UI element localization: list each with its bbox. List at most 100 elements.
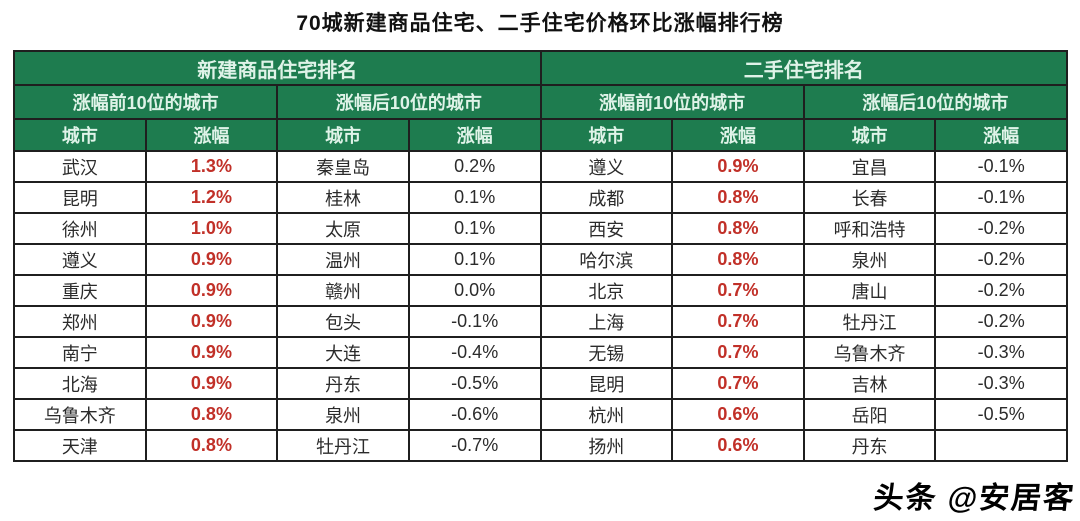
table-row: 北海 0.9% 丹东 -0.5% 昆明 0.7% 吉林 -0.3% [13, 367, 1068, 400]
column-header-change: 涨幅 [407, 118, 542, 152]
city-cell: 扬州 [539, 429, 674, 462]
change-cell: 0.9% [671, 150, 805, 183]
table-row: 南宁 0.9% 大连 -0.4% 无锡 0.7% 乌鲁木齐 -0.3% [13, 336, 1068, 369]
change-cell: 0.8% [671, 243, 805, 276]
change-cell: 0.9% [144, 367, 279, 400]
city-cell: 昆明 [539, 367, 674, 400]
change-cell: 0.9% [144, 243, 279, 276]
change-cell: 0.1% [407, 181, 542, 214]
city-cell: 西安 [539, 212, 674, 245]
change-cell: 0.8% [671, 212, 805, 245]
city-cell: 南宁 [13, 336, 147, 369]
change-cell: -0.2% [934, 212, 1068, 245]
city-cell: 杭州 [539, 398, 674, 431]
change-cell: 0.0% [407, 274, 542, 307]
subtitle-secondhand-top10: 涨幅前10位的城市 [539, 84, 805, 120]
city-cell: 武汉 [13, 150, 147, 183]
section-title-new-homes: 新建商品住宅排名 [13, 50, 542, 86]
city-cell: 遵义 [13, 243, 147, 276]
change-cell: 0.8% [671, 181, 805, 214]
subtitle-secondhand-bottom10: 涨幅后10位的城市 [802, 84, 1069, 120]
change-cell [934, 429, 1068, 462]
change-cell: 0.6% [671, 398, 805, 431]
table-row: 遵义 0.9% 温州 0.1% 哈尔滨 0.8% 泉州 -0.2% [13, 243, 1068, 276]
change-cell: -0.7% [407, 429, 542, 462]
city-cell: 牡丹江 [802, 305, 937, 338]
change-cell: -0.6% [407, 398, 542, 431]
city-cell: 赣州 [276, 274, 410, 307]
city-cell: 郑州 [13, 305, 147, 338]
column-header-change: 涨幅 [671, 118, 805, 152]
change-cell: 0.6% [671, 429, 805, 462]
rankings-table: 新建商品住宅排名 二手住宅排名 涨幅前10位的城市 涨幅后10位的城市 涨幅前1… [12, 50, 1069, 462]
city-cell: 昆明 [13, 181, 147, 214]
city-cell: 唐山 [802, 274, 937, 307]
city-cell: 遵义 [539, 150, 674, 183]
change-cell: 0.8% [144, 429, 279, 462]
change-cell: -0.5% [407, 367, 542, 400]
change-cell: -0.1% [934, 150, 1068, 183]
subtitle-new-top10: 涨幅前10位的城市 [12, 84, 279, 120]
change-cell: 0.9% [144, 336, 279, 369]
change-cell: 0.8% [144, 398, 279, 431]
column-header-row: 城市 涨幅 城市 涨幅 城市 涨幅 城市 涨幅 [13, 118, 1068, 152]
column-header-city: 城市 [13, 118, 147, 152]
column-header-change: 涨幅 [144, 118, 279, 152]
table-row: 天津 0.8% 牡丹江 -0.7% 扬州 0.6% 丹东 [13, 429, 1068, 462]
change-cell: -0.1% [407, 305, 542, 338]
city-cell: 乌鲁木齐 [802, 336, 937, 369]
change-cell: 0.1% [407, 243, 542, 276]
table-row: 武汉 1.3% 秦皇岛 0.2% 遵义 0.9% 宜昌 -0.1% [13, 150, 1068, 183]
table-row: 郑州 0.9% 包头 -0.1% 上海 0.7% 牡丹江 -0.2% [13, 305, 1068, 338]
change-cell: 0.2% [407, 150, 542, 183]
city-cell: 北京 [539, 274, 674, 307]
change-cell: 1.2% [144, 181, 279, 214]
city-cell: 乌鲁木齐 [13, 398, 147, 431]
change-cell: 0.7% [671, 367, 805, 400]
city-cell: 牡丹江 [276, 429, 410, 462]
city-cell: 包头 [276, 305, 410, 338]
city-cell: 成都 [539, 181, 674, 214]
city-cell: 吉林 [802, 367, 937, 400]
city-cell: 秦皇岛 [276, 150, 410, 183]
city-cell: 丹东 [802, 429, 937, 462]
city-cell: 泉州 [276, 398, 410, 431]
city-cell: 桂林 [276, 181, 410, 214]
city-cell: 天津 [13, 429, 147, 462]
subtitle-row: 涨幅前10位的城市 涨幅后10位的城市 涨幅前10位的城市 涨幅后10位的城市 [12, 84, 1069, 120]
page-title: 70城新建商品住宅、二手住宅价格环比涨幅排行榜 [296, 12, 784, 35]
city-cell: 泉州 [802, 243, 937, 276]
change-cell: 0.9% [144, 274, 279, 307]
city-cell: 北海 [13, 367, 147, 400]
change-cell: -0.1% [934, 181, 1068, 214]
city-cell: 宜昌 [802, 150, 937, 183]
change-cell: 0.7% [671, 274, 805, 307]
change-cell: -0.2% [934, 243, 1068, 276]
column-header-city: 城市 [802, 118, 937, 152]
table-row: 重庆 0.9% 赣州 0.0% 北京 0.7% 唐山 -0.2% [13, 274, 1068, 307]
city-cell: 丹东 [276, 367, 410, 400]
city-cell: 岳阳 [802, 398, 937, 431]
change-cell: 1.3% [144, 150, 279, 183]
watermark: 头条 @安居客 [872, 482, 1078, 515]
section-title-secondhand: 二手住宅排名 [539, 50, 1068, 86]
section-header-row: 新建商品住宅排名 二手住宅排名 [13, 50, 1068, 86]
city-cell: 重庆 [13, 274, 147, 307]
city-cell: 哈尔滨 [539, 243, 674, 276]
change-cell: -0.2% [934, 274, 1068, 307]
change-cell: -0.2% [934, 305, 1068, 338]
city-cell: 徐州 [13, 212, 147, 245]
column-header-change: 涨幅 [934, 118, 1068, 152]
city-cell: 太原 [276, 212, 410, 245]
city-cell: 大连 [276, 336, 410, 369]
city-cell: 上海 [539, 305, 674, 338]
column-header-city: 城市 [276, 118, 410, 152]
change-cell: -0.4% [407, 336, 542, 369]
change-cell: 0.7% [671, 336, 805, 369]
change-cell: 0.9% [144, 305, 279, 338]
column-header-city: 城市 [539, 118, 674, 152]
change-cell: 0.7% [671, 305, 805, 338]
table-row: 徐州 1.0% 太原 0.1% 西安 0.8% 呼和浩特 -0.2% [13, 212, 1068, 245]
change-cell: -0.3% [934, 367, 1068, 400]
city-cell: 呼和浩特 [802, 212, 937, 245]
